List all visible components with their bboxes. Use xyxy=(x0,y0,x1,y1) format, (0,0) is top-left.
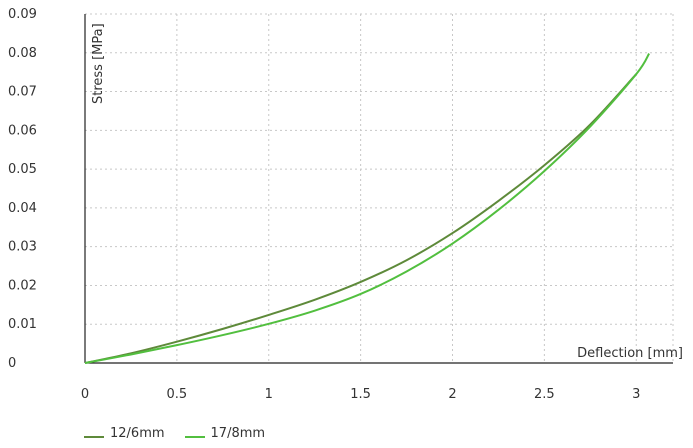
y-tick-label: 0.09 xyxy=(8,7,37,22)
x-tick-label: 2 xyxy=(448,387,456,402)
y-tick-label: 0.07 xyxy=(8,85,37,100)
x-tick-label: 2.5 xyxy=(534,387,555,402)
x-tick-label: 0.5 xyxy=(167,387,188,402)
series-line-1 xyxy=(84,73,637,364)
axes xyxy=(84,14,673,364)
y-tick-label: 0.03 xyxy=(8,240,37,255)
y-tick-label: 0.02 xyxy=(8,278,37,293)
y-tick-label: 0.05 xyxy=(8,162,37,177)
x-axis-tick-labels: 0 0.5 1 1.5 2 2.5 3 xyxy=(81,387,641,402)
y-tick-label: 0.04 xyxy=(8,201,37,216)
y-tick-label: 0 xyxy=(8,356,16,371)
legend: 12/6mm 17/8mm xyxy=(84,426,265,441)
y-tick-label: 0.01 xyxy=(8,317,37,332)
x-tick-label: 1.5 xyxy=(350,387,371,402)
series-lines xyxy=(84,53,650,364)
y-tick-label: 0.06 xyxy=(8,123,37,138)
y-axis-tick-labels: 0 0.01 0.02 0.03 0.04 0.05 0.06 0.07 0.08 0.09 xyxy=(8,7,37,371)
x-axis-title: Deflection [mm] xyxy=(577,346,683,361)
x-tick-label: 3 xyxy=(632,387,640,402)
y-axis-title: Stress [MPa] xyxy=(91,23,106,104)
legend-item-series-1: 12/6mm xyxy=(84,426,165,441)
legend-label-series-1: 12/6mm xyxy=(110,426,165,441)
legend-item-series-2: 17/8mm xyxy=(184,426,266,441)
legend-swatch-series-1 xyxy=(84,435,104,438)
legend-swatch-series-2 xyxy=(184,435,205,438)
grid-lines xyxy=(85,13,674,363)
y-tick-label: 0.08 xyxy=(8,46,37,61)
series-line-2 xyxy=(84,53,650,364)
x-tick-label: 0 xyxy=(81,387,89,402)
x-tick-label: 1 xyxy=(265,387,273,402)
legend-label-series-2: 17/8mm xyxy=(210,426,266,441)
